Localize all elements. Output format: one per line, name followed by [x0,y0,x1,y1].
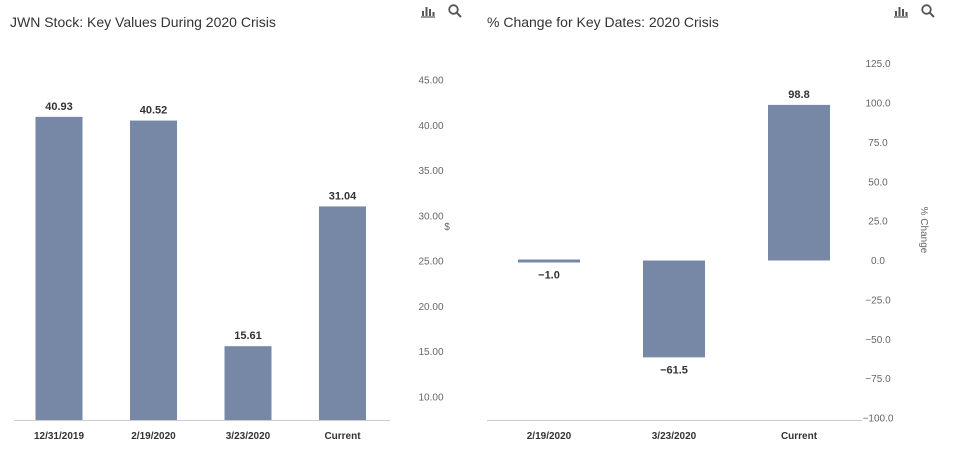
bar [35,116,83,420]
chart2-title: % Change for Key Dates: 2020 Crisis [487,14,719,30]
bar-data-label: 15.61 [234,330,262,342]
y-tick-label: 75.0 [868,138,888,149]
chart1-y-ticks: 10.00 15.00 20.00 25.00 30.00 35.00 40.00 45.00 [418,76,443,404]
chart1-bars [35,116,366,421]
chart2-data-labels: −1.0 −61.5 98.8 [538,89,810,376]
y-tick-label: −100.0 [863,414,894,425]
y-tick-label: 10.00 [418,393,443,404]
y-tick-label: 35.00 [418,166,443,177]
y-tick-label: 25.00 [418,257,443,268]
y-tick-label: 125.0 [865,59,890,70]
category-label: Current [781,431,818,442]
bar-data-label: 40.52 [140,105,168,117]
chart2-y-ticks: −100.0 −75.0 −50.0 −25.0 0.0 25.0 50.0 75.0 100.… [863,59,894,424]
bar [130,120,177,421]
chart2-y-axis-title: % Change [918,207,929,254]
category-label: 2/19/2020 [131,431,176,442]
bar-data-label: 40.93 [45,101,73,113]
y-tick-label: 100.0 [865,99,890,110]
y-tick-label: −50.0 [865,335,891,346]
y-tick-label: −25.0 [865,295,891,306]
bar-chart-icon[interactable] [893,4,909,18]
y-tick-label: −75.0 [865,374,891,385]
y-tick-label: 50.0 [868,177,888,188]
bar [643,260,705,358]
chart-stock-values: JWN Stock: Key Values During 2020 Crisis… [10,4,462,442]
y-tick-label: 15.00 [418,347,443,358]
chart-percent-change: % Change for Key Dates: 2020 Crisis % Ch… [487,4,935,442]
y-tick-label: 45.00 [418,76,443,87]
category-label: 3/23/2020 [652,431,697,442]
magnifier-icon[interactable] [921,4,935,18]
bar-chart-icon[interactable] [420,4,436,18]
y-tick-label: 20.00 [418,302,443,313]
y-tick-label: 25.0 [868,217,888,228]
y-tick-label: 40.00 [418,121,443,132]
chart2-bars [518,104,830,358]
category-label: Current [324,431,361,442]
bar-data-label: 31.04 [329,190,357,202]
magnifier-icon[interactable] [448,4,462,18]
bar [518,259,580,263]
category-label: 3/23/2020 [226,431,271,442]
chart1-data-labels: 40.93 40.52 15.61 31.04 [45,101,357,342]
y-tick-label: 30.00 [418,211,443,222]
bar-data-label: −61.5 [660,364,688,376]
chart2-category-labels: 2/19/2020 3/23/2020 Current [527,431,818,442]
category-label: 2/19/2020 [527,431,572,442]
chart1-category-labels: 12/31/2019 2/19/2020 3/23/2020 Current [34,431,361,442]
chart1-title: JWN Stock: Key Values During 2020 Crisis [10,14,276,30]
bar-data-label: 98.8 [788,89,809,101]
chart1-y-axis-title: $ [444,222,450,233]
category-label: 12/31/2019 [34,431,84,442]
bar [768,104,830,261]
bar [319,206,366,420]
y-tick-label: 0.0 [871,256,885,267]
bar-data-label: −1.0 [538,270,560,282]
bar [224,346,272,420]
